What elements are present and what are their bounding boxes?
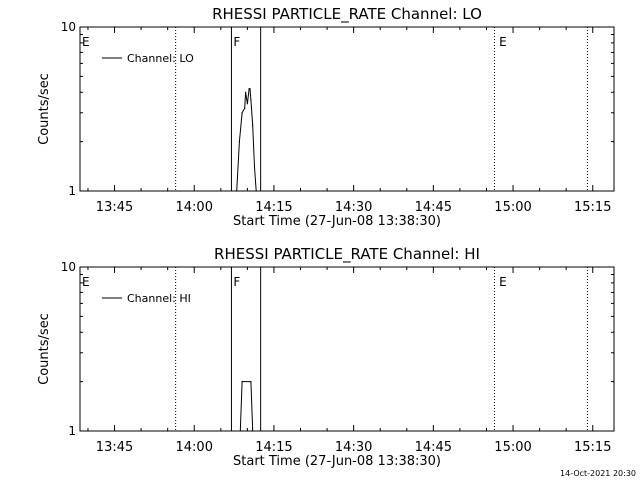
x-tick-label: 14:15 — [255, 440, 292, 455]
data-point — [250, 99, 252, 101]
x-tick-label: 14:15 — [255, 200, 292, 215]
data-point — [238, 141, 241, 143]
data-point — [244, 107, 246, 109]
x-tick-label: 15:15 — [574, 200, 611, 215]
chart-panel-lo: RHESSI PARTICLE_RATE Channel: LO 13:45 14:… — [37, 5, 615, 229]
x-tick-label: 15:00 — [494, 440, 531, 455]
y-tick-label: 1 — [68, 424, 76, 438]
x-tick-label: 14:45 — [415, 200, 452, 215]
series-line — [236, 88, 257, 192]
y-tick-label: 10 — [61, 20, 76, 34]
x-tick-label: 15:00 — [494, 200, 531, 215]
x-tick-label: 14:00 — [176, 200, 213, 215]
data-point — [241, 381, 243, 383]
plot-frame — [79, 266, 615, 432]
chart-panel-hi: RHESSI PARTICLE_RATE Channel: HI 13:45 14:… — [37, 245, 615, 469]
flag-label: F — [233, 35, 240, 49]
plot-frame — [79, 26, 615, 192]
legend-label: Channel: HI — [127, 292, 191, 305]
data-point — [239, 430, 241, 432]
series-line — [239, 381, 254, 432]
data-point — [246, 103, 248, 105]
data-point — [253, 166, 256, 168]
flag-label: F — [233, 275, 240, 289]
y-tick-label: 10 — [61, 260, 76, 274]
y-tick-label: 1 — [68, 184, 76, 198]
y-axis-label: Counts/sec — [37, 73, 52, 145]
data-point — [249, 88, 251, 90]
x-axis-label: Start Time (27-Jun-08 13:38:30) — [233, 454, 441, 469]
data-point — [252, 125, 254, 127]
data-point — [245, 91, 247, 93]
data-point — [255, 190, 257, 192]
x-tick-label: 13:45 — [96, 200, 133, 215]
legend-label: Channel: LO — [127, 52, 194, 65]
x-tick-label: 15:15 — [574, 440, 611, 455]
data-point — [236, 190, 238, 192]
data-point — [250, 381, 252, 383]
x-tick-label: 14:30 — [335, 440, 372, 455]
chart-title: RHESSI PARTICLE_RATE Channel: LO — [212, 5, 482, 24]
x-tick-label: 14:30 — [335, 200, 372, 215]
x-tick-label: 14:00 — [176, 440, 213, 455]
x-axis-label: Start Time (27-Jun-08 13:38:30) — [233, 214, 441, 229]
x-tick-label: 13:45 — [96, 440, 133, 455]
data-point — [248, 88, 250, 90]
flag-label: E — [499, 275, 507, 289]
x-tick-label: 14:45 — [415, 440, 452, 455]
timestamp: 14-Oct-2021 20:30 — [560, 469, 636, 478]
data-point — [252, 430, 254, 432]
flag-label: E — [82, 275, 90, 289]
y-axis-label: Counts/sec — [37, 313, 52, 385]
flag-label: E — [499, 35, 507, 49]
flag-label: E — [82, 35, 90, 49]
data-point — [241, 112, 243, 114]
chart-title: RHESSI PARTICLE_RATE Channel: HI — [214, 245, 480, 264]
